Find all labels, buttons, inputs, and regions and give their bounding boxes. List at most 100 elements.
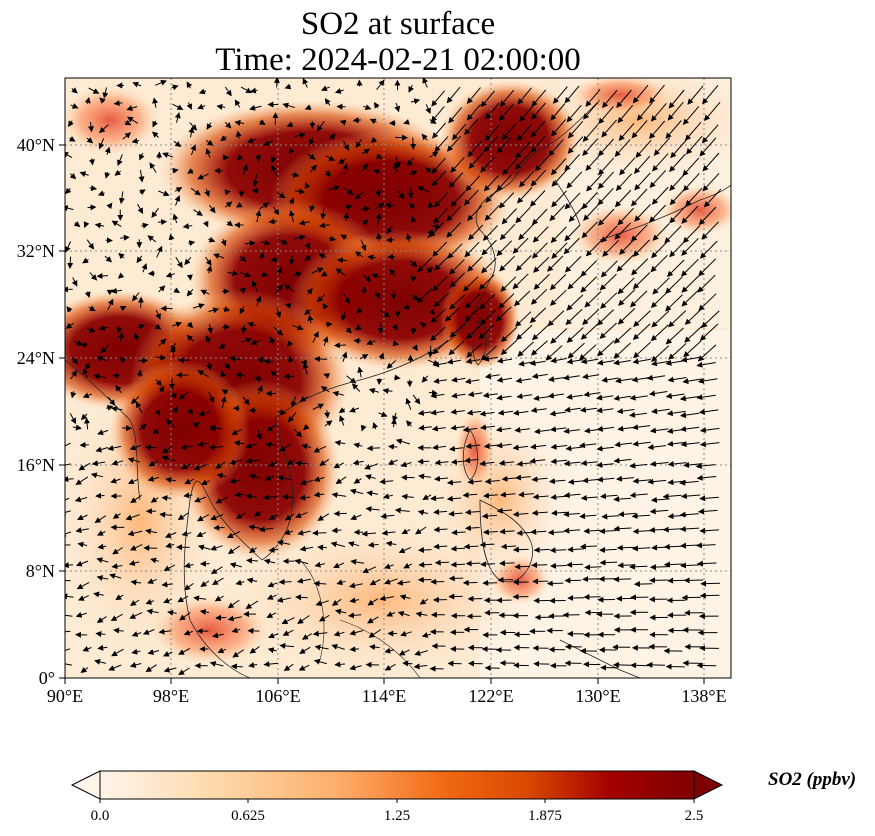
wind-arrow xyxy=(432,339,449,355)
wind-arrow xyxy=(172,406,178,413)
wind-arrow xyxy=(598,208,615,226)
wind-arrow xyxy=(133,332,140,342)
wind-arrow xyxy=(102,87,109,99)
plot-title-line2: Time: 2024-02-21 02:00:00 xyxy=(215,42,581,78)
wind-arrow xyxy=(154,409,161,417)
wind-arrow xyxy=(376,79,385,90)
wind-arrow xyxy=(434,255,450,271)
wind-arrow xyxy=(353,477,362,484)
colorbar-extend-max xyxy=(693,770,724,800)
wind-arrow xyxy=(702,152,720,172)
wind-arrow xyxy=(220,396,227,409)
wind-arrow xyxy=(495,426,512,433)
wind-arrow xyxy=(550,443,568,450)
wind-arrow xyxy=(152,428,160,435)
wind-arrow xyxy=(548,478,566,485)
wind-arrow xyxy=(432,122,446,139)
wind-arrow xyxy=(307,153,316,160)
wind-arrow xyxy=(631,120,648,139)
wind-arrow xyxy=(617,277,635,295)
wind-arrow xyxy=(364,463,379,470)
wind-arrow xyxy=(349,488,364,495)
wind-arrow xyxy=(170,345,177,358)
wind-arrow xyxy=(255,295,262,307)
wind-arrow xyxy=(430,409,445,416)
wind-arrow xyxy=(549,410,567,417)
wind-arrow xyxy=(429,151,439,158)
wind-arrow xyxy=(684,325,703,343)
wind-arrow xyxy=(701,310,720,328)
wind-arrow xyxy=(450,156,465,173)
wind-arrow xyxy=(313,476,325,482)
wind-arrow xyxy=(343,293,351,305)
wind-arrow xyxy=(116,325,123,334)
wind-arrow xyxy=(449,445,464,452)
colorbar-tick-label: 0.0 xyxy=(91,808,110,824)
wind-arrow xyxy=(596,425,615,432)
wind-arrow xyxy=(111,220,122,228)
wind-arrow xyxy=(479,309,496,325)
wind-arrow xyxy=(636,102,653,121)
wind-arrow xyxy=(369,118,377,125)
wind-arrow xyxy=(498,293,515,309)
wind-arrow xyxy=(498,104,514,122)
wind-arrow xyxy=(147,235,157,243)
wind-arrow xyxy=(515,377,532,384)
wind-arrow xyxy=(419,322,427,329)
wind-arrow xyxy=(394,102,401,113)
wind-arrow xyxy=(366,445,381,452)
wind-arrow xyxy=(249,87,258,94)
wind-arrow xyxy=(466,87,481,104)
wind-arrow xyxy=(164,532,177,538)
wind-arrow xyxy=(84,417,91,430)
wind-arrow xyxy=(462,276,479,292)
wind-arrow xyxy=(433,509,448,516)
wind-arrow xyxy=(234,491,245,498)
wind-arrow xyxy=(426,266,433,274)
wind-arrow xyxy=(396,190,405,200)
wind-arrow xyxy=(617,207,634,226)
wind-arrow xyxy=(662,493,682,500)
wind-arrow xyxy=(400,461,412,468)
wind-arrow xyxy=(566,561,584,568)
wind-arrow xyxy=(501,208,517,225)
wind-arrow xyxy=(551,190,567,208)
wind-arrow xyxy=(465,358,481,365)
wind-arrow xyxy=(132,81,142,88)
wind-arrow xyxy=(550,562,567,569)
wind-arrow xyxy=(283,529,294,536)
wind-arrow xyxy=(310,164,317,173)
wind-arrow xyxy=(381,529,396,536)
wind-arrow xyxy=(372,422,379,430)
wind-arrow xyxy=(679,525,700,532)
wind-arrow xyxy=(582,576,600,583)
wind-arrow xyxy=(284,284,295,293)
wind-arrow xyxy=(649,508,669,515)
wind-arrow xyxy=(300,479,314,486)
wind-arrow xyxy=(151,207,159,219)
wind-arrow xyxy=(421,375,429,383)
wind-arrow xyxy=(529,360,546,366)
wind-arrow xyxy=(93,373,106,380)
wind-arrow xyxy=(173,140,182,148)
wind-arrow xyxy=(632,528,651,535)
wind-arrow xyxy=(172,321,183,328)
wind-arrow xyxy=(547,529,565,536)
wind-arrow xyxy=(230,663,243,670)
wind-arrow xyxy=(529,190,546,207)
wind-arrow xyxy=(336,257,348,264)
wind-arrow xyxy=(651,240,669,259)
wind-arrow xyxy=(126,105,138,111)
wind-arrow xyxy=(155,354,167,361)
wind-arrow xyxy=(147,475,160,482)
wind-arrow xyxy=(80,342,88,348)
wind-arrow xyxy=(74,496,88,503)
wind-arrow xyxy=(685,187,703,207)
wind-arrow xyxy=(597,187,614,206)
wind-arrow xyxy=(277,409,287,416)
wind-arrow xyxy=(484,124,500,142)
wind-arrow xyxy=(205,256,212,266)
wind-arrow xyxy=(188,240,196,247)
wind-arrow xyxy=(551,169,568,187)
wind-arrow xyxy=(91,460,106,467)
